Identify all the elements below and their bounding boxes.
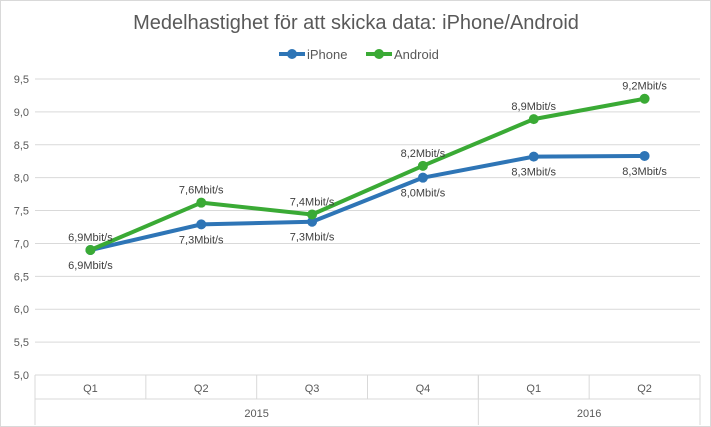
y-tick-label: 5,5: [14, 337, 29, 349]
data-label-android: 6,9Mbit/s: [68, 232, 113, 244]
data-labels: 6,9Mbit/s 7,3Mbit/s 7,3Mbit/s 8,0Mbit/s 8,3M…: [68, 81, 667, 272]
data-point-android: [196, 197, 207, 208]
y-tick-label: 8,5: [14, 140, 29, 152]
x-group-label: 2015: [244, 408, 268, 420]
data-label-iphone: 8,3Mbit/s: [511, 167, 556, 179]
data-label-android: 7,4Mbit/s: [290, 197, 335, 209]
legend-marker-iphone: [287, 49, 297, 59]
x-tick-label: Q2: [194, 383, 209, 395]
x-tick-label: Q1: [526, 383, 541, 395]
y-tick-label: 8,0: [14, 173, 29, 185]
y-tick-label: 5,0: [14, 370, 29, 382]
data-label-iphone: 7,3Mbit/s: [179, 234, 224, 246]
data-label-android: 7,6Mbit/s: [179, 185, 224, 197]
data-point-iphone: [307, 216, 318, 227]
y-tick-label: 6,5: [14, 271, 29, 283]
x-tick-label: Q4: [416, 383, 431, 395]
data-point-android: [417, 160, 428, 171]
y-tick-label: 7,0: [14, 238, 29, 250]
x-group-label: 2016: [577, 408, 601, 420]
legend: iPhone Android: [279, 47, 439, 62]
data-label-iphone: 8,0Mbit/s: [401, 188, 446, 200]
x-tick-label: Q3: [305, 383, 320, 395]
data-label-android: 9,2Mbit/s: [622, 81, 667, 93]
data-point-android: [528, 114, 539, 125]
y-tick-label: 9,0: [14, 107, 29, 119]
data-point-iphone: [196, 219, 207, 230]
data-point-android: [307, 209, 318, 220]
series-line-iphone: [88, 153, 647, 253]
legend-marker-android: [374, 49, 384, 59]
legend-label: Android: [394, 47, 439, 62]
y-tick-label: 7,5: [14, 206, 29, 218]
x-tick-label: Q1: [83, 383, 98, 395]
axes: 5,0 5,5 6,0 6,5 7,0 7,5 8,0 8,5 9,0 9,5 Q1 Q2 Q3 Q4 Q1…: [14, 74, 701, 425]
gridlines: [35, 78, 700, 376]
chart-title: Medelhastighet för att skicka data: iPho…: [133, 12, 579, 34]
y-tick-label: 9,5: [14, 74, 29, 86]
data-point-iphone: [528, 151, 539, 162]
y-tick-label: 6,0: [14, 304, 29, 316]
series-lines: [85, 93, 650, 256]
data-point-android: [85, 245, 96, 256]
x-tick-label: Q2: [637, 383, 652, 395]
data-label-iphone: 8,3Mbit/s: [622, 166, 667, 178]
data-point-iphone: [417, 172, 428, 183]
legend-label: iPhone: [307, 47, 347, 62]
data-point-android: [639, 93, 650, 104]
data-label-iphone: 6,9Mbit/s: [68, 260, 113, 272]
data-label-android: 8,2Mbit/s: [401, 148, 446, 160]
data-point-iphone: [639, 150, 650, 161]
series-line-android: [88, 96, 647, 253]
data-label-iphone: 7,3Mbit/s: [290, 232, 335, 244]
data-label-android: 8,9Mbit/s: [511, 101, 556, 113]
